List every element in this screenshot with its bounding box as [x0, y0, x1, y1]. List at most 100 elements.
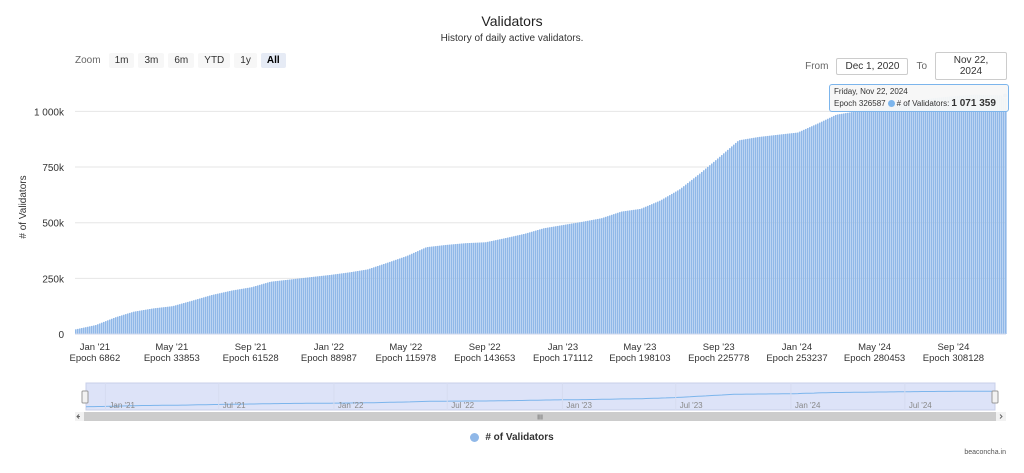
bar [761, 136, 763, 334]
x-tick-label: Jan '22 [314, 342, 344, 353]
bar [909, 102, 911, 335]
bar [407, 255, 409, 334]
legend-label[interactable]: # of Validators [485, 432, 554, 443]
bar [351, 271, 353, 334]
bar [725, 151, 727, 334]
bar [607, 216, 609, 334]
bar [243, 288, 245, 334]
bar [383, 263, 385, 334]
bar [157, 307, 159, 334]
bar [305, 277, 307, 334]
bar [101, 322, 103, 334]
bar [385, 263, 387, 334]
bar [801, 130, 803, 334]
bar [891, 105, 893, 334]
bar [851, 112, 853, 334]
bar [599, 218, 601, 334]
bar [825, 119, 827, 334]
bar [641, 208, 643, 334]
bar [195, 299, 197, 334]
chart-subtitle: History of daily active validators. [440, 33, 584, 44]
bar [245, 288, 247, 334]
bar [743, 139, 745, 334]
bar [121, 315, 123, 334]
bar [621, 211, 623, 334]
x-tick-label: Jan '21 [80, 342, 110, 353]
bar [463, 243, 465, 334]
bar [751, 138, 753, 334]
bar [505, 238, 507, 334]
bar [845, 113, 847, 335]
bar [251, 287, 253, 334]
bar [437, 245, 439, 334]
bar [97, 324, 99, 334]
bar [335, 274, 337, 334]
bar [627, 210, 629, 334]
bar [169, 306, 171, 334]
x-tick-epoch-label: Epoch 33853 [144, 353, 200, 364]
zoom-1y-button[interactable]: 1y [234, 53, 257, 68]
bar [951, 96, 953, 334]
bar [987, 95, 989, 334]
bar [657, 201, 659, 334]
bar [583, 221, 585, 334]
zoom-all-button[interactable]: All [260, 53, 286, 68]
bar [381, 264, 383, 334]
y-tick-label: 1 000k [34, 107, 65, 118]
bar [995, 95, 997, 335]
bar [271, 281, 273, 334]
bar [249, 287, 251, 334]
bar [639, 209, 641, 334]
x-tick-epoch-label: Epoch 225778 [688, 353, 749, 364]
bar [963, 95, 965, 334]
zoom-3m-button[interactable]: 3m [138, 53, 165, 68]
bar [881, 106, 883, 335]
bar [235, 289, 237, 334]
bar [689, 181, 691, 334]
legend[interactable]: # of Validators [0, 432, 1024, 443]
bar [451, 244, 453, 334]
bar [357, 271, 359, 334]
navigator-right-handle[interactable] [991, 390, 999, 404]
bar [993, 95, 995, 335]
bar [323, 275, 325, 334]
bar [367, 269, 369, 334]
bar [279, 280, 281, 334]
bar [327, 275, 329, 334]
bar [855, 111, 857, 334]
zoom-1m-button[interactable]: 1m [108, 53, 135, 68]
bar [155, 308, 157, 334]
bar [419, 250, 421, 334]
source-credit[interactable]: beaconcha.in [964, 449, 1006, 456]
scroll-left-arrow-icon[interactable] [76, 414, 80, 419]
bar [775, 135, 777, 334]
bar [917, 100, 919, 335]
bar [709, 165, 711, 334]
to-date-input[interactable]: Nov 22, 2024 [935, 52, 1007, 80]
zoom-6m-button[interactable]: 6m [168, 53, 195, 68]
bar [817, 123, 819, 334]
bar [259, 284, 261, 334]
bar [229, 290, 231, 334]
bar [903, 103, 905, 334]
bar [349, 272, 351, 334]
bar [247, 287, 249, 334]
bar [237, 289, 239, 334]
scrollbar-thumb[interactable] [84, 412, 996, 421]
bar [769, 135, 771, 334]
bar [339, 273, 341, 334]
bar [329, 274, 331, 334]
tooltip-series-name: # of Validators: [896, 99, 950, 108]
bar [865, 109, 867, 335]
bar [149, 309, 151, 334]
zoom-ytd-button[interactable]: YTD [198, 53, 231, 68]
navigator-left-handle[interactable] [81, 390, 89, 404]
x-tick-epoch-label: Epoch 171112 [533, 353, 593, 364]
bar [333, 274, 335, 334]
bar [939, 97, 941, 334]
navigator[interactable]: Jan '21 Jul '21 Jan '22 Jul '22 Jan '23 Jul '… [75, 382, 1006, 422]
scroll-right-arrow-icon[interactable] [999, 414, 1003, 419]
bar [967, 95, 969, 334]
from-date-input[interactable]: Dec 1, 2020 [836, 57, 909, 75]
